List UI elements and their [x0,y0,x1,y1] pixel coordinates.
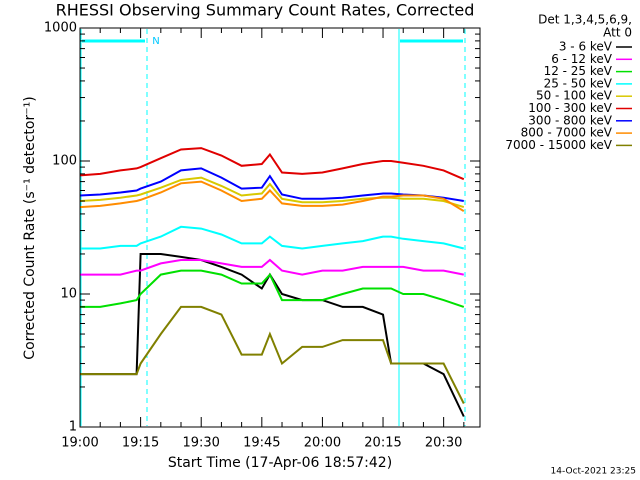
series-line [80,305,465,405]
timestamp: 14-Oct-2021 23:25 [551,467,636,477]
x-tick-label: 19:30 [182,436,219,451]
legend-label: 3 - 6 keV [559,40,613,54]
legend-title: Det 1,3,4,5,6,9, [538,13,632,27]
y-tick-label: 1 [69,420,77,435]
plot-frame [79,27,481,428]
y-tick-label: 10 [60,287,77,302]
series-line [80,269,465,308]
legend-label: 12 - 25 keV [544,64,613,78]
y-axis-label: Corrected Count Rate (s⁻¹ detector⁻¹) [22,96,38,359]
x-tick-label: 20:00 [304,436,341,451]
y-tick-label: 100 [52,154,77,169]
x-axis-label: Start Time (17-Apr-06 18:57:42) [168,455,392,471]
legend-label: 50 - 100 keV [536,89,613,103]
series-line [79,167,464,202]
series-line [79,180,465,212]
series-line [80,258,464,276]
x-tick-label: 20:15 [364,436,401,451]
x-tick-label: 19:45 [243,436,280,451]
series-line [80,225,465,250]
x-tick-label: 19:00 [61,436,98,451]
legend-label: 7000 - 15000 keV [505,138,612,152]
annotation: N [152,36,159,47]
y-tick-label: 1000 [44,21,77,36]
x-tick-label: 19:15 [122,436,159,451]
x-tick-label: 20:30 [425,436,462,451]
series-line [79,176,465,209]
legend-label: 300 - 800 keV [528,113,612,127]
series-line [79,147,465,181]
legend-label: 100 - 300 keV [528,101,612,115]
legend-title: Att 0 [603,26,632,40]
legend-label: 6 - 12 keV [551,52,613,66]
legend-label: 800 - 7000 keV [521,126,613,140]
intervals [80,29,466,426]
chart-title: RHESSI Observing Summary Count Rates, Co… [56,1,475,20]
legend-label: 25 - 50 keV [544,76,613,90]
